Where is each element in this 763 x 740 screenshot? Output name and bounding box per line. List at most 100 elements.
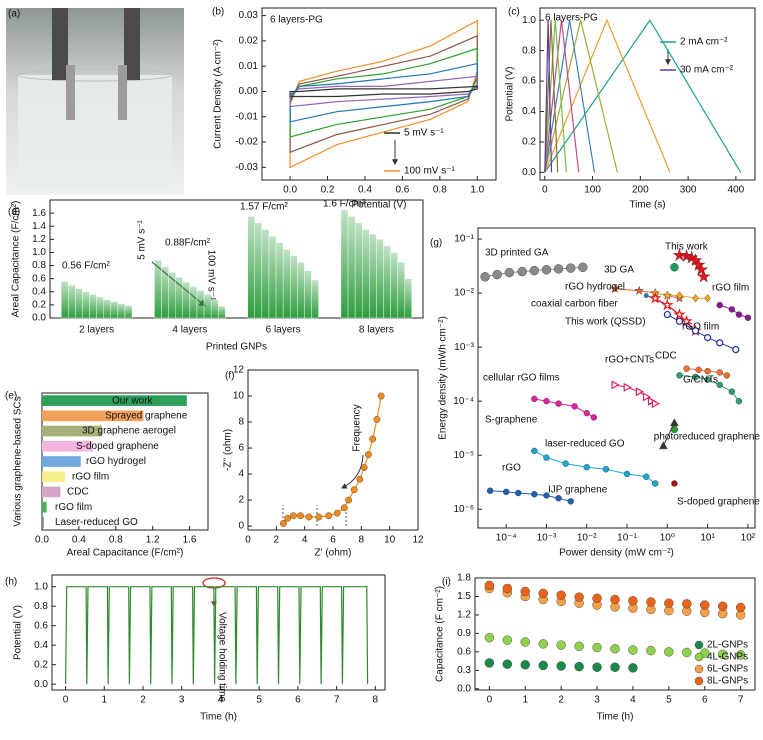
marker [356,475,364,483]
y-tick-label: 1.0 [34,581,48,592]
marker [610,662,620,672]
marker [325,512,333,520]
bar [397,262,405,319]
y-tick-label: 10⁻⁴ [453,396,474,407]
bar [282,248,291,319]
marker [520,586,530,597]
marker [680,314,693,327]
marker [583,409,590,417]
marker [484,658,495,668]
marker [732,345,740,354]
bar [161,266,169,319]
series-line [544,20,596,173]
marker [543,397,550,405]
marker [484,632,495,643]
bar [154,260,162,319]
y-tick-label: 0.0 [32,313,46,324]
marker [716,301,723,309]
marker [723,372,731,379]
marker [635,387,644,397]
x-tick-label: 10⁻¹ [617,533,637,544]
marker [664,647,674,657]
marker [610,594,620,605]
marker [643,473,650,480]
legend-label: 2L-GNPs [707,640,748,651]
x-axis-label: Potential (V) [351,200,406,211]
x-tick-label: 10² [741,533,756,544]
marker [567,498,574,505]
series-label: rGO+CNTs [605,355,654,366]
panel-label: (c) [508,7,520,18]
series-label: This work [665,242,709,253]
marker [628,645,638,655]
marker [716,381,723,389]
marker [646,645,656,656]
y-tick-label: 1.5 [457,591,471,602]
x-tick-label: 1 [101,695,107,706]
x-tick-label: 1.0 [470,185,484,196]
marker [661,298,674,311]
marker [289,512,297,520]
marker [502,659,513,669]
bar [103,299,111,319]
panel-label: (e) [5,391,17,402]
panel-label: (b) [212,7,224,18]
marker [515,489,522,497]
marker [602,466,610,473]
marker [628,663,638,673]
marker [735,397,743,405]
marker [578,262,588,272]
y-tick-label: 0.6 [522,76,536,87]
marker [541,265,552,275]
x-axis-label: Time (s) [629,200,665,211]
y-tick-label: -0.03 [235,162,258,173]
bar [297,262,305,319]
y-tick-label: 0.8 [522,45,536,56]
x-tick-label: 3 [594,695,600,706]
bar [42,471,66,483]
marker [634,285,645,296]
y-tick-label: 0.0 [34,679,48,690]
legend-label: 4L-GNPs [707,652,748,663]
marker [744,314,752,321]
series-label: G/CNTs [683,375,718,386]
y-tick-label: 0.6 [32,273,46,284]
marker [692,294,699,303]
bar [354,222,363,319]
x-tick-label: 8 [359,535,365,546]
marker [676,372,683,379]
y-tick-label: 10⁻¹ [454,234,474,245]
series-label: S-doped graphene [677,497,760,508]
x-tick-label: 2 [558,695,564,706]
marker [583,464,590,471]
marker [717,649,728,660]
x-tick-label: 8 [373,695,379,706]
x-tick-label: 0 [487,695,493,706]
marker [531,447,538,455]
marker [694,262,709,276]
marker [502,488,510,496]
bar [347,216,356,319]
bar [390,252,398,319]
marker [611,380,620,390]
marker [700,600,710,610]
marker [682,647,692,658]
plot-frame [477,227,756,529]
y-axis-label: Capacitance (F cm⁻²) [435,586,446,682]
x-tick-label: 2 [274,535,280,546]
y-tick-label: 0.9 [457,628,471,639]
marker [663,310,671,319]
marker [556,640,566,650]
x-tick-label: 8 layers [359,325,394,336]
marker [691,327,700,335]
x-tick-label: 10 [384,535,396,546]
x-tick-label: 6 [295,695,301,706]
bar [96,296,104,319]
x-tick-label: 1.6 [183,535,197,546]
marker [556,590,566,600]
marker [480,272,490,282]
bar [168,271,176,319]
marker [696,269,711,283]
bar-label: rGO hydrogel [86,456,146,467]
